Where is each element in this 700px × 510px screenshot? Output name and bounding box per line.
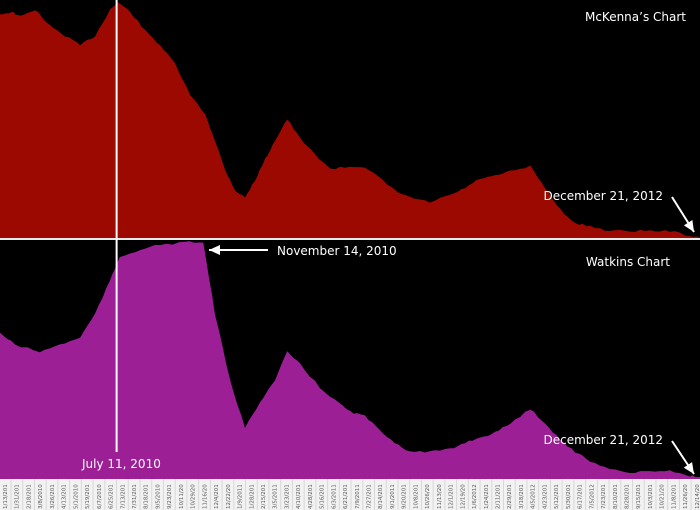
x-tick-label: 12/19/20 [460,484,466,509]
x-tick-label: 5/12/201 [554,484,560,509]
top-chart-title: McKenna’s Chart [584,10,686,24]
x-tick-label: 2/18/201 [26,484,32,509]
x-tick-label: 1/6/2012 [472,484,478,509]
x-tick-label: 8/28/201 [624,484,630,509]
x-tick-label: 9/5/2010 [155,484,161,509]
x-tick-label: 6/17/201 [578,484,584,509]
x-tick-label: 7/23/201 [601,484,607,509]
x-tick-label: 9/23/201 [167,484,173,509]
x-tick-label: 5/30/201 [566,484,572,509]
watkins-area [0,241,700,478]
x-tick-label: 10/8/201 [413,484,419,509]
x-tick-label: 6/7/2010 [97,484,103,509]
x-tick-label: 1/24/201 [484,484,490,509]
x-tick-label: 1/13/201 [3,484,9,509]
x-tick-label: 1/9/2011 [238,484,244,509]
x-tick-label: 8/10/201 [613,484,619,509]
x-tick-label: 4/5/2012 [531,484,537,509]
july-marker-line [115,0,118,452]
x-tick-label: 5/19/201 [85,484,91,509]
x-tick-label: 11/13/20 [437,484,443,509]
panel-divider [0,238,700,240]
x-tick-label: 3/23/201 [284,484,290,509]
x-tick-label: 1/28/201 [249,484,255,509]
x-tick-label: 1/31/201 [15,484,21,509]
x-tick-label: 3/26/201 [50,484,56,509]
x-tick-label: 9/15/201 [636,484,642,509]
x-tick-label: 11/26/20 [683,484,689,509]
x-tick-label: 7/13/201 [120,484,126,509]
x-tick-label: 4/28/201 [308,484,314,509]
bottom-end-date-label: December 21, 2012 [543,433,663,447]
x-tick-label: 9/20/201 [402,484,408,509]
mckenna-area [0,2,700,238]
x-tick-label: 11/8/201 [671,484,677,509]
x-tick-label: 12/14/20 [695,484,700,509]
x-tick-label: 10/21/20 [660,484,666,509]
x-tick-label: 5/16/201 [320,484,326,509]
x-tick-label: 9/1/2011 [390,484,396,509]
x-tick-label: 11/16/20 [202,484,208,509]
x-tick-label: 5/1/2010 [73,484,79,509]
x-tick-label: 4/13/201 [62,484,68,509]
x-tick-label: 10/3/201 [648,484,654,509]
top-end-arrow-head [683,220,694,232]
x-tick-label: 7/31/201 [132,484,138,509]
x-tick-label: 7/27/201 [367,484,373,509]
x-tick-label: 8/14/201 [378,484,384,509]
x-tick-label: 6/21/201 [343,484,349,509]
top-end-date-label: December 21, 2012 [543,189,663,203]
x-tick-label: 10/26/20 [425,484,431,509]
x-tick-label: 12/4/201 [214,484,220,509]
x-tick-label: 8/18/201 [144,484,150,509]
x-tick-label: 2/29/201 [507,484,513,509]
x-tick-label: 4/10/201 [296,484,302,509]
july-label: July 11, 2010 [82,457,161,471]
x-tick-label: 6/25/201 [109,484,115,509]
x-tick-label: 10/11/20 [179,484,185,509]
november-arrow-head [209,245,220,255]
x-tick-label: 3/18/201 [519,484,525,509]
x-tick-label: 4/23/201 [542,484,548,509]
x-tick-label: 12/22/20 [226,484,232,509]
x-tick-label: 12/1/201 [449,484,455,509]
x-tick-label: 2/11/201 [496,484,502,509]
x-tick-label: 7/9/2011 [355,484,361,509]
x-tick-label: 3/5/2011 [273,484,279,509]
x-tick-label: 2/15/201 [261,484,267,509]
x-tick-label: 3/8/2010 [38,484,44,509]
x-tick-label: 7/5/2012 [589,484,595,509]
bottom-chart-title: Watkins Chart [585,255,670,269]
x-axis-line [0,477,700,479]
november-label: November 14, 2010 [277,244,397,258]
x-tick-label: 10/29/20 [191,484,197,509]
bottom-end-arrow-head [683,462,694,474]
x-tick-label: 6/3/2011 [331,484,337,509]
